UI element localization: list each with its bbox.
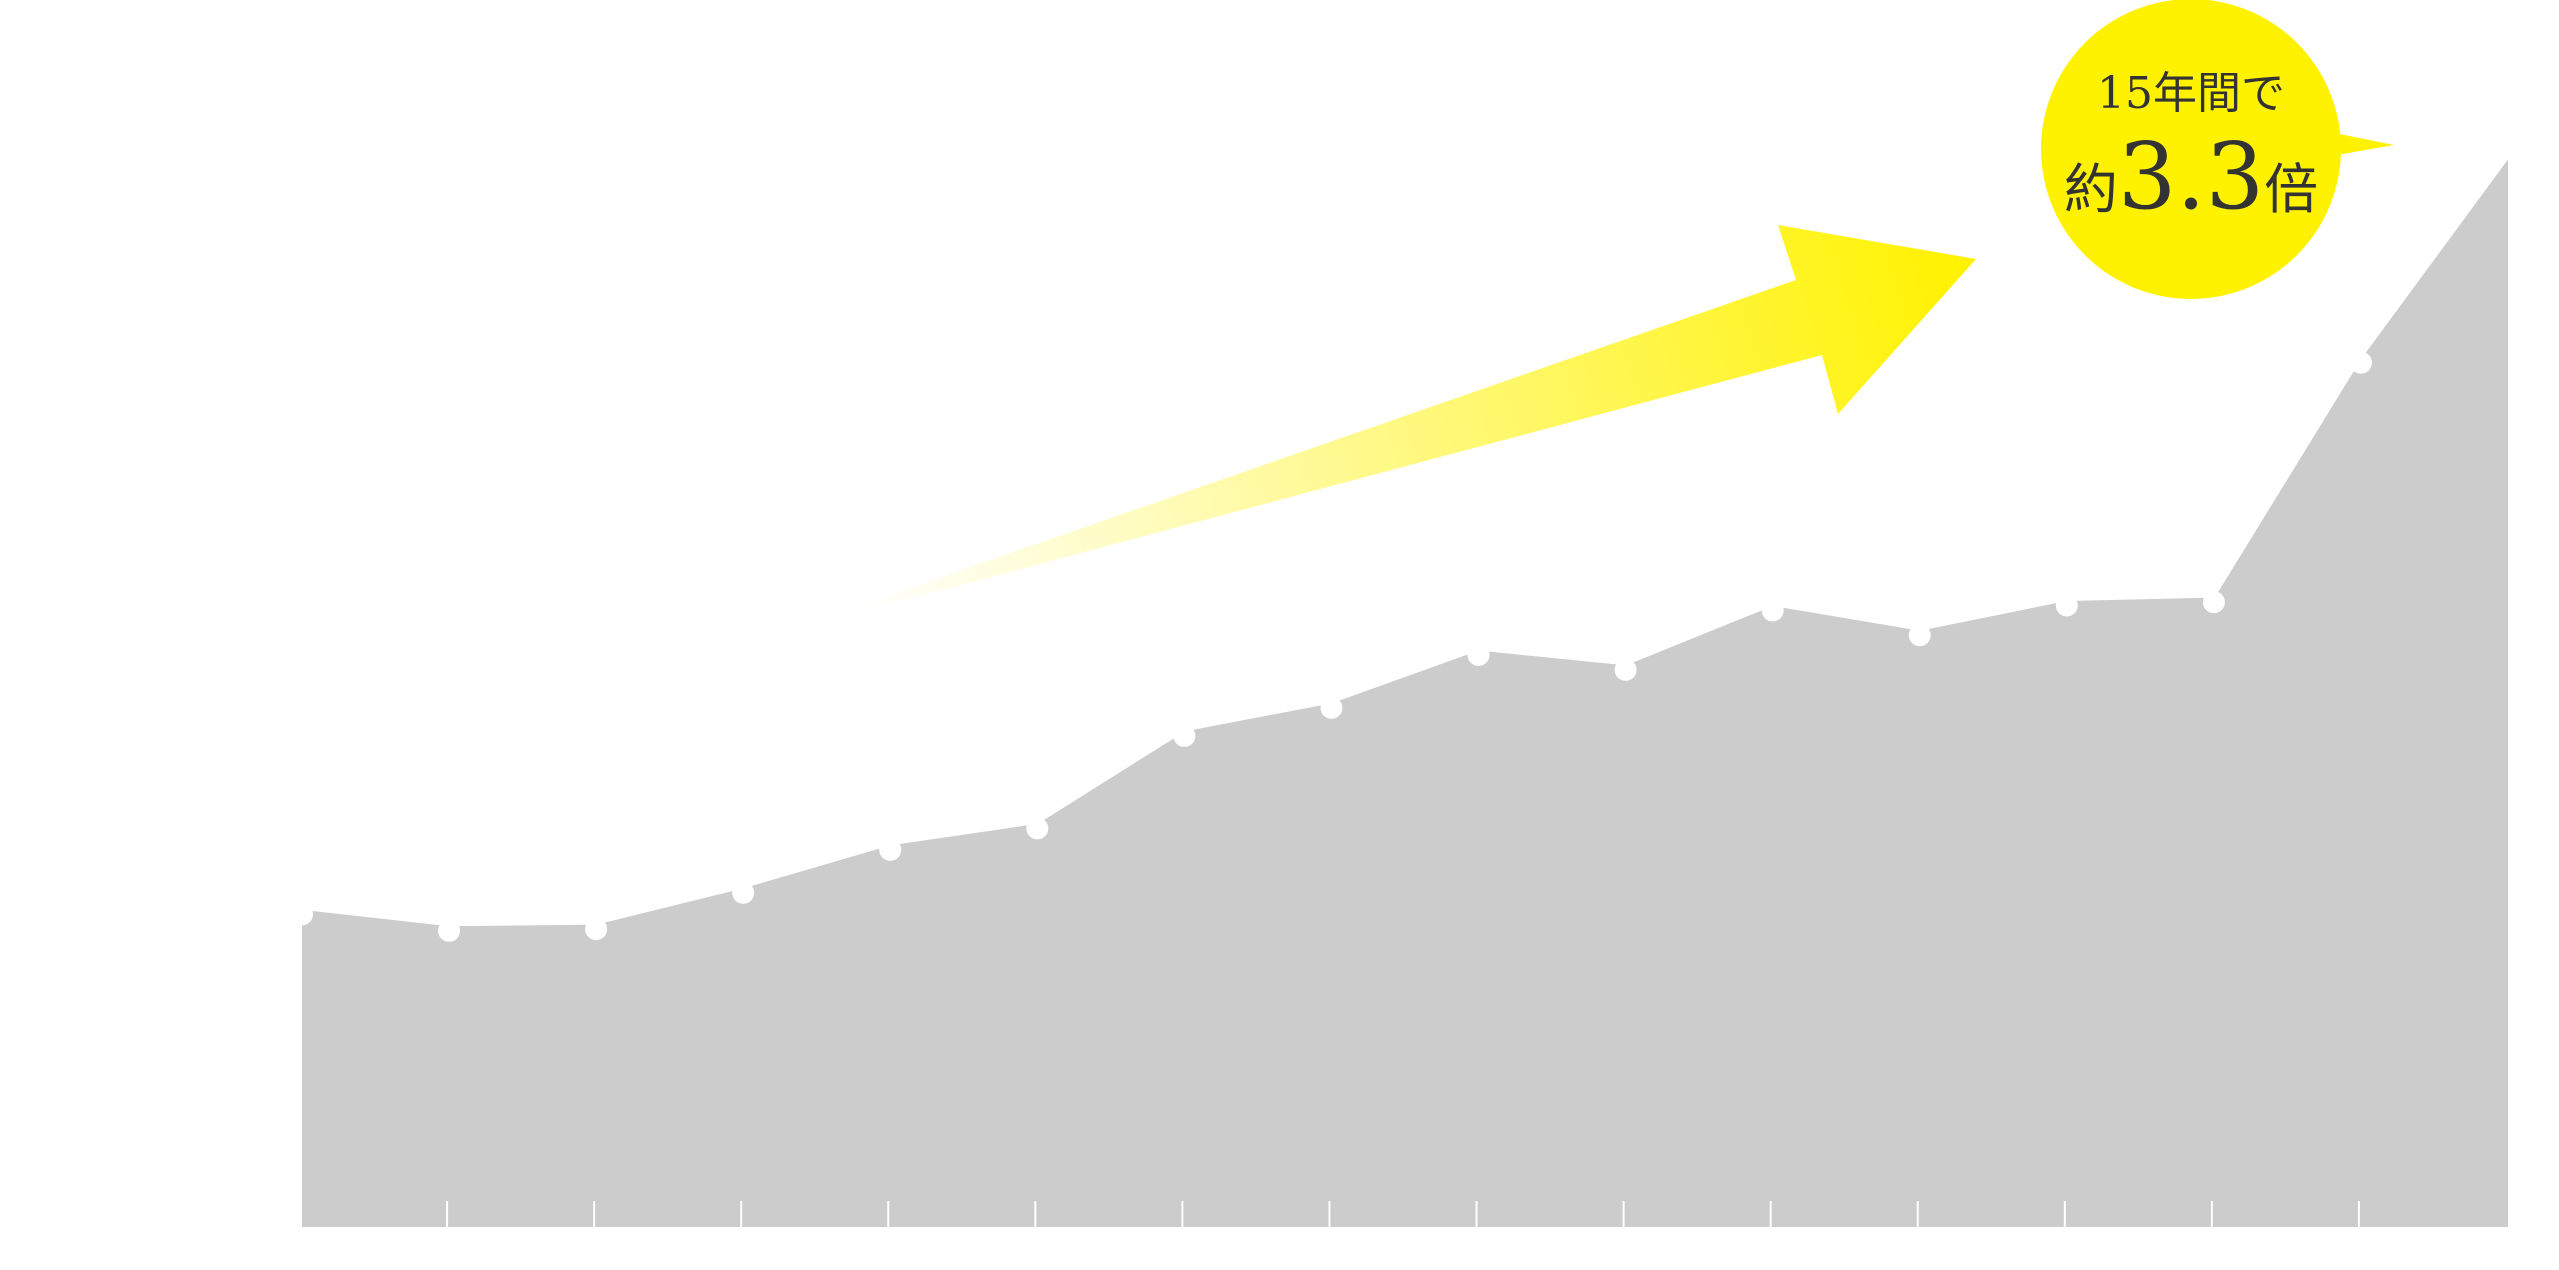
point	[1173, 724, 1196, 747]
badge-value: 3.3	[2118, 123, 2264, 230]
badge-line1: 15年間で	[2097, 68, 2285, 119]
point	[732, 881, 755, 904]
point	[1614, 658, 1637, 681]
point	[438, 919, 461, 942]
area-edge	[301, 155, 2510, 927]
badge-circle	[2041, 0, 2341, 299]
point	[2055, 594, 2078, 617]
point	[1761, 599, 1784, 622]
point	[879, 838, 902, 861]
badge: 15年間で 約3.3倍	[2041, 0, 2394, 299]
point	[2349, 351, 2372, 374]
point	[291, 903, 313, 926]
point	[1467, 644, 1490, 667]
point	[1908, 624, 1931, 647]
point	[2202, 591, 2225, 614]
point	[1026, 817, 1049, 840]
point	[585, 918, 608, 941]
badge-prefix: 約	[2064, 158, 2118, 221]
area	[302, 156, 2508, 1227]
badge-suffix: 倍	[2264, 158, 2318, 221]
plot-area	[291, 155, 2510, 1227]
badge-line2: 約3.3倍	[2064, 123, 2318, 230]
trend-arrow	[858, 225, 1976, 608]
point	[1320, 696, 1343, 719]
